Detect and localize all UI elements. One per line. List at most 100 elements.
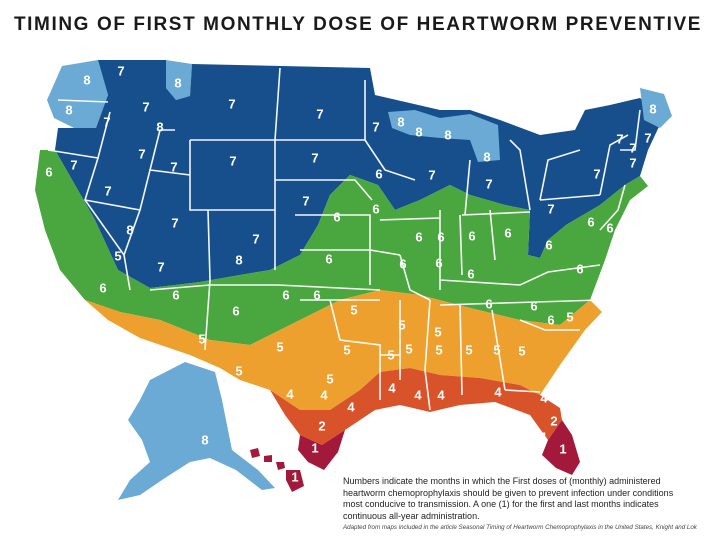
month-label-me: 8 — [649, 101, 656, 116]
month-label-wi2: 7 — [428, 167, 435, 182]
month-label-ca4: 5 — [114, 248, 121, 263]
month-label-tx3: 4 — [320, 387, 328, 402]
month-label-il: 6 — [435, 255, 442, 270]
month-label-or: 8 — [65, 102, 72, 117]
state-border — [275, 179, 373, 201]
month-label-ks: 6 — [325, 251, 332, 266]
month-label-wa: 8 — [83, 72, 90, 87]
month-label-mi_up3: 8 — [483, 149, 490, 164]
state-border — [399, 254, 431, 301]
month-label-fl: 4 — [540, 390, 548, 405]
month-label-ky: 6 — [467, 266, 474, 281]
zone-8-area — [47, 60, 108, 128]
state-border — [424, 299, 431, 411]
state-border — [459, 304, 463, 396]
month-label-wy2: 7 — [229, 153, 236, 168]
zone-5-area — [85, 290, 602, 410]
month-label-pa: 7 — [547, 201, 554, 216]
month-label-wv: 6 — [545, 237, 552, 252]
month-label-nc2: 6 — [547, 312, 554, 327]
month-label-ca_n: 6 — [45, 164, 52, 179]
month-label-la: 4 — [286, 386, 294, 401]
zone-8-area — [166, 60, 192, 100]
month-label-la2: 4 — [414, 387, 422, 402]
month-label-fl3: 1 — [540, 429, 547, 444]
hawaii — [250, 448, 304, 492]
state-border — [189, 140, 208, 211]
zone-8-area — [388, 110, 500, 162]
month-label-fl2: 2 — [550, 413, 557, 428]
month-label-hi: 1 — [291, 469, 298, 484]
month-label-tx6: 1 — [311, 440, 318, 455]
month-label-ne: 7 — [302, 193, 309, 208]
month-label-az: 6 — [172, 287, 179, 302]
month-label-tx_w: 5 — [235, 363, 242, 378]
month-label-ne2: 6 — [333, 209, 340, 224]
month-label-ar2: 5 — [405, 341, 412, 356]
month-label-ma: 7 — [644, 130, 651, 145]
month-label-pa2: 6 — [587, 214, 594, 229]
month-label-nc: 6 — [530, 298, 537, 313]
month-label-or2: 7 — [103, 114, 110, 129]
state-border — [300, 249, 401, 256]
month-label-mn: 7 — [372, 119, 379, 134]
hawaii-island — [286, 470, 304, 492]
zone-8-great-lakes — [388, 88, 672, 162]
zone-8-area — [640, 88, 672, 128]
zone-6-area — [35, 150, 648, 345]
month-label-tx2: 5 — [276, 339, 283, 354]
state-border — [149, 284, 381, 291]
month-label-mi: 7 — [485, 176, 492, 191]
state-border — [491, 309, 506, 391]
state-border — [461, 211, 531, 216]
month-label-ut: 7 — [171, 215, 178, 230]
month-label-ia2: 6 — [415, 229, 422, 244]
month-label-ak: 8 — [201, 432, 208, 447]
state-border — [464, 159, 471, 216]
month-label-fl4: 1 — [559, 441, 566, 456]
state-border — [459, 214, 463, 276]
state-border — [123, 209, 141, 291]
month-label-tx4: 4 — [347, 399, 355, 414]
month-label-ok: 5 — [350, 302, 357, 317]
state-border — [620, 109, 641, 151]
state-border — [539, 194, 601, 201]
month-label-az_n: 7 — [157, 259, 164, 274]
month-label-ms2: 4 — [388, 380, 396, 395]
month-label-oh: 6 — [468, 228, 475, 243]
state-border — [57, 99, 109, 103]
month-label-nc3: 5 — [566, 309, 573, 324]
state-border — [489, 209, 496, 261]
month-label-ct: 7 — [629, 155, 636, 170]
month-label-ny: 7 — [593, 166, 600, 181]
month-label-al2: 4 — [437, 387, 445, 402]
month-label-tn2: 5 — [434, 324, 441, 339]
month-label-in: 6 — [437, 229, 444, 244]
state-border — [439, 264, 601, 286]
zone-4-area — [270, 368, 562, 445]
month-label-wa2: 7 — [117, 63, 124, 78]
month-label-ca2: 5 — [48, 252, 55, 267]
month-label-al: 5 — [465, 342, 472, 357]
month-label-nj: 6 — [606, 220, 613, 235]
state-border — [204, 209, 211, 351]
zone-7-area — [55, 60, 664, 288]
month-label-sd: 7 — [311, 150, 318, 165]
month-label-mo: 6 — [399, 256, 406, 271]
month-label-mi_up2: 8 — [415, 124, 422, 139]
month-label-ca: 7 — [34, 253, 41, 268]
month-label-mt3: 8 — [156, 119, 163, 134]
explanatory-note: Numbers indicate the months in which the… — [343, 476, 674, 521]
month-label-oh2: 6 — [504, 225, 511, 240]
state-border — [295, 214, 371, 285]
month-label-id: 7 — [142, 99, 149, 114]
month-label-mi_up: 8 — [397, 114, 404, 129]
state-border — [539, 149, 581, 201]
state-border — [84, 199, 141, 211]
month-label-mt2: 7 — [228, 96, 235, 111]
month-label-sc: 5 — [518, 343, 525, 358]
month-label-al_n: 5 — [343, 342, 350, 357]
month-label-ms: 5 — [435, 342, 442, 357]
state-border — [149, 129, 175, 171]
